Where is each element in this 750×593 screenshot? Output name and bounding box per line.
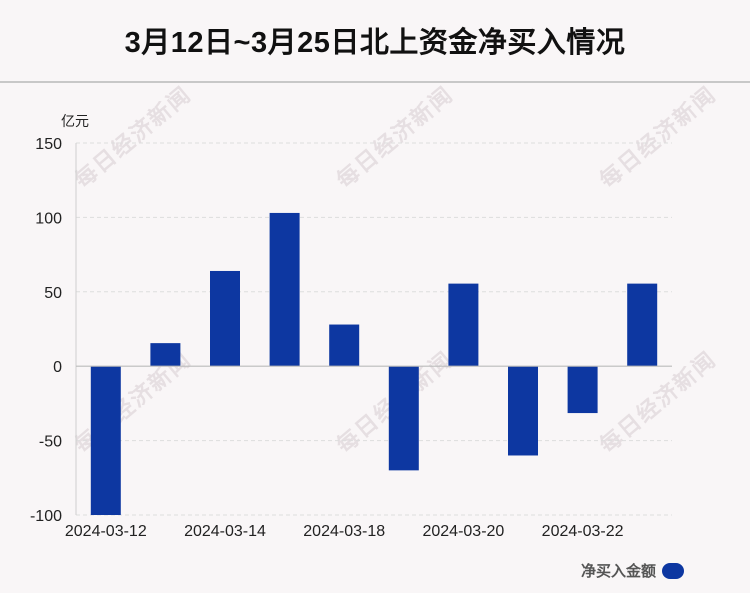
y-tick-label: 150 <box>35 136 62 153</box>
x-tick-label: 2024-03-14 <box>184 523 266 540</box>
legend-label: 净买入金额 <box>580 563 656 580</box>
bar <box>150 343 181 367</box>
bar <box>210 270 240 367</box>
legend: 净买入金额 <box>581 560 684 581</box>
legend-swatch <box>662 562 684 579</box>
bar <box>329 324 360 367</box>
y-tick-label: 100 <box>35 210 62 227</box>
x-tick-label: 2024-03-12 <box>65 523 147 540</box>
bar <box>508 366 538 456</box>
chart-title: 3月12日~3月25日北上资金净买入情况 <box>124 27 626 59</box>
bar <box>388 366 419 471</box>
bar <box>567 366 598 414</box>
bar <box>627 283 658 367</box>
bar <box>269 212 300 367</box>
x-tick-label: 2024-03-18 <box>303 523 385 540</box>
x-tick-label: 2024-03-22 <box>542 523 624 540</box>
y-tick-label: -100 <box>30 508 62 525</box>
bar <box>90 366 121 515</box>
y-tick-label: 50 <box>44 285 62 302</box>
y-tick-label: -50 <box>39 434 62 451</box>
bar <box>448 283 479 367</box>
y-tick-label: 0 <box>53 359 62 376</box>
x-tick-label: 2024-03-20 <box>422 523 504 540</box>
y-axis-label: 亿元 <box>61 113 89 129</box>
title-divider <box>0 81 750 83</box>
